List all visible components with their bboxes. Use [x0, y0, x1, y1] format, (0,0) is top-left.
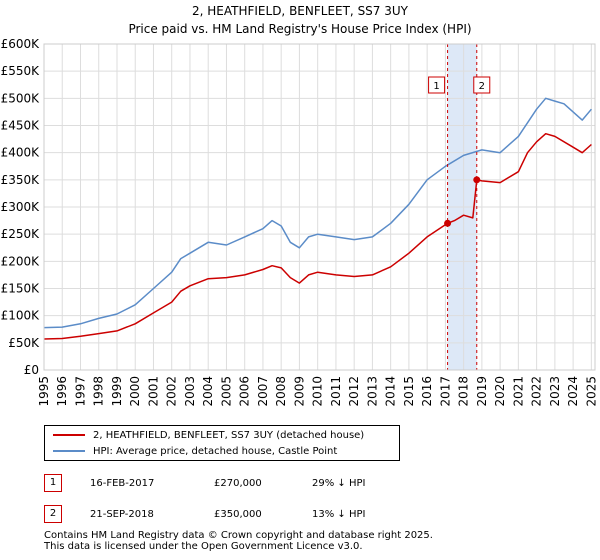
x-tick-label: 2023 [548, 376, 562, 407]
sale-row: 2 21-SEP-2018 £350,000 13% ↓ HPI [44, 505, 404, 525]
y-tick-label: £0 [24, 363, 39, 377]
y-tick-label: £350K [1, 173, 41, 187]
x-tick-label: 2010 [311, 376, 325, 407]
x-tick-label: 2013 [365, 376, 379, 407]
chart-subtitle: Price paid vs. HM Land Registry's House … [128, 22, 471, 36]
x-tick-label: 2001 [146, 376, 160, 407]
sale-price: £270,000 [214, 478, 262, 489]
legend-swatch-hpi [53, 450, 85, 452]
y-tick-label: £550K [1, 64, 41, 78]
sale-badge: 2 [44, 505, 62, 523]
sale-date: 16-FEB-2017 [90, 478, 155, 489]
sale-number-label: 1 [433, 81, 439, 92]
x-tick-label: 1997 [73, 376, 87, 407]
x-tick-label: 2014 [384, 376, 398, 407]
x-tick-label: 2006 [238, 376, 252, 407]
x-tick-label: 1996 [55, 376, 69, 407]
x-tick-label: 1998 [92, 376, 106, 407]
hpi-series-line [43, 97, 592, 329]
sale-price: £350,000 [214, 509, 262, 520]
sale-number-box [473, 76, 491, 94]
y-tick-label: £250K [1, 227, 41, 241]
x-tick-label: 2009 [292, 376, 306, 407]
x-tick-label: 2016 [420, 376, 434, 407]
sale-badge: 1 [44, 474, 62, 492]
x-tick-label: 2024 [566, 376, 580, 407]
price-chart: 2, HEATHFIELD, BENFLEET, SS7 3UY Price p… [1, 4, 599, 407]
x-tick-label: 2011 [329, 376, 343, 407]
y-tick-label: £600K [1, 37, 41, 51]
x-tick-label: 1999 [110, 376, 124, 407]
legend: 2, HEATHFIELD, BENFLEET, SS7 3UY (detach… [44, 425, 400, 461]
x-tick-label: 2008 [274, 376, 288, 407]
legend-label-property: 2, HEATHFIELD, BENFLEET, SS7 3UY (detach… [93, 430, 365, 441]
x-tick-label: 2018 [457, 376, 471, 407]
legend-item-property: 2, HEATHFIELD, BENFLEET, SS7 3UY (detach… [53, 429, 364, 443]
sale-date: 21-SEP-2018 [90, 509, 154, 520]
y-tick-label: £400K [1, 146, 41, 160]
x-tick-label: 2025 [584, 376, 598, 407]
x-tick-label: 2012 [347, 376, 361, 407]
chart-title: 2, HEATHFIELD, BENFLEET, SS7 3UY [192, 4, 409, 18]
y-tick-label: £50K [8, 336, 40, 350]
plot-area [43, 43, 596, 371]
x-tick-label: 2022 [530, 376, 544, 407]
x-tick-label: 2020 [493, 376, 507, 407]
sale-point [473, 176, 481, 184]
legend-swatch-property [53, 434, 85, 436]
sale-point [444, 219, 452, 227]
x-tick-label: 2002 [165, 376, 179, 407]
y-tick-label: £150K [1, 282, 41, 296]
sale-hpi-change: 13% ↓ HPI [312, 509, 366, 520]
y-tick-label: £200K [1, 254, 41, 268]
sale-number-label: 2 [479, 81, 485, 92]
x-tick-label: 2021 [511, 376, 525, 407]
footer-licence: This data is licensed under the Open Gov… [44, 541, 363, 552]
y-tick-label: £500K [1, 91, 41, 105]
x-tick-label: 2004 [201, 376, 215, 407]
x-tick-label: 2015 [402, 376, 416, 407]
legend-item-hpi: HPI: Average price, detached house, Cast… [53, 445, 337, 459]
property-series-line [43, 132, 592, 340]
x-tick-label: 2003 [183, 376, 197, 407]
x-tick-label: 2007 [256, 376, 270, 407]
legend-label-hpi: HPI: Average price, detached house, Cast… [93, 446, 338, 457]
y-tick-label: £100K [1, 309, 41, 323]
sale-row: 1 16-FEB-2017 £270,000 29% ↓ HPI [44, 474, 404, 494]
sale-hpi-change: 29% ↓ HPI [312, 478, 366, 489]
x-tick-label: 2000 [128, 376, 142, 407]
x-tick-label: 2005 [219, 376, 233, 407]
y-tick-label: £300K [1, 200, 41, 214]
y-tick-label: £450K [1, 119, 41, 133]
x-tick-label: 2017 [438, 376, 452, 407]
footer: Contains HM Land Registry data © Crown c… [44, 530, 584, 552]
x-tick-label: 2019 [475, 376, 489, 407]
sale-number-box [428, 76, 446, 94]
x-tick-label: 1995 [37, 376, 51, 407]
footer-copyright: Contains HM Land Registry data © Crown c… [44, 530, 433, 541]
